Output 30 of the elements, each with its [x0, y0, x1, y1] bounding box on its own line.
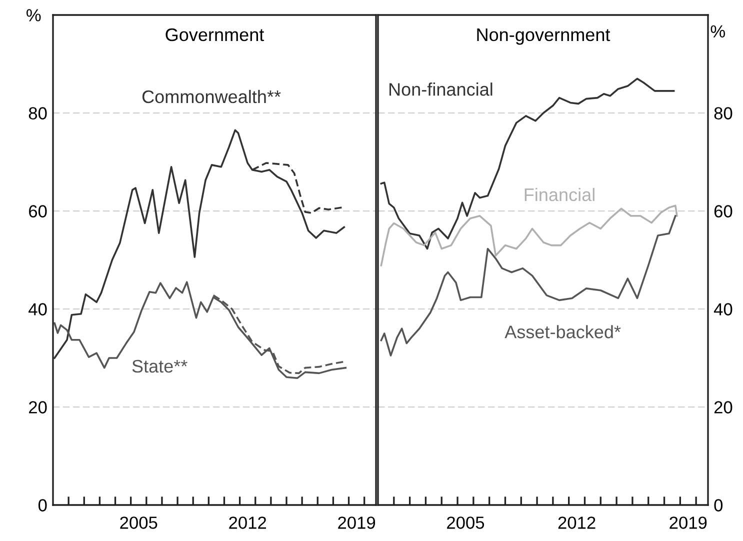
- y-axis-title: %: [710, 25, 725, 38]
- line-series: [380, 214, 676, 356]
- text: Government: [166, 28, 264, 42]
- x-tick-label: 2019: [670, 516, 707, 529]
- y-tick-label: 80: [28, 107, 47, 120]
- x-tick-label: 2005: [447, 516, 484, 529]
- y-tick-label: 80: [714, 107, 732, 120]
- text: Non-financial: [389, 82, 492, 96]
- x-tick-label: 2019: [338, 516, 376, 529]
- line-series: [54, 129, 345, 359]
- y-tick-label: 0: [714, 499, 723, 512]
- y-tick-label: 20: [714, 401, 732, 414]
- series-label: State**: [132, 360, 188, 373]
- series-label: Asset-backed*: [504, 325, 621, 338]
- y-tick-label: 60: [29, 205, 47, 218]
- x-tick-label: 2005: [120, 516, 158, 529]
- line-series: [54, 281, 347, 379]
- y-axis-title: %: [26, 9, 41, 22]
- line-series: [380, 78, 675, 250]
- text: Commonwealth**: [142, 90, 281, 104]
- y-tick-label: 40: [28, 303, 47, 316]
- y-tick-label: 40: [714, 303, 732, 316]
- series-label: Financial: [524, 188, 594, 202]
- y-tick-label: 0: [38, 499, 47, 512]
- x-tick-label: 2012: [558, 516, 596, 529]
- y-tick-label: 60: [714, 205, 732, 218]
- y-tick-label: 20: [29, 401, 47, 414]
- line-series: [380, 204, 678, 266]
- x-tick-label: 2012: [229, 516, 266, 529]
- text: Non-government: [477, 28, 610, 45]
